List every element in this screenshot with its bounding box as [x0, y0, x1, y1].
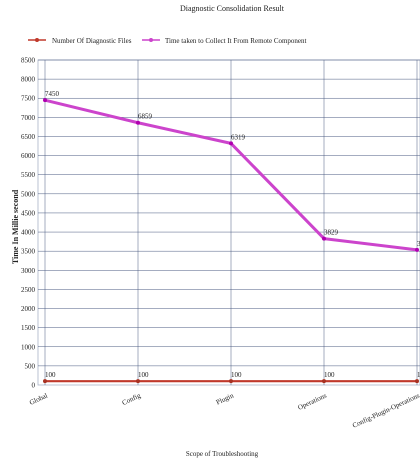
x-tick-label: Config-Plugin-Operations [351, 391, 420, 429]
y-tick-label: 8000 [21, 76, 36, 84]
data-point [43, 98, 47, 103]
y-tick-label: 5500 [21, 171, 36, 179]
y-tick-label: 500 [25, 362, 36, 370]
legend-marker-files [35, 38, 39, 42]
data-point [322, 379, 326, 384]
y-tick-label: 3500 [21, 248, 36, 256]
y-tick-label: 2000 [21, 305, 36, 313]
data-point [43, 379, 47, 384]
legend-label-files: Number Of Diagnostic Files [52, 37, 132, 45]
data-label: 100 [231, 371, 242, 379]
y-tick-label: 1500 [21, 324, 36, 332]
y-tick-label: 4000 [21, 229, 36, 237]
x-axis-label: Scope of Troubleshooting [186, 450, 259, 458]
data-point [322, 236, 326, 241]
grid [38, 59, 420, 385]
y-tick-label: 6000 [21, 152, 36, 160]
y-tick-label: 7500 [21, 95, 36, 103]
data-label: 7450 [45, 90, 60, 98]
data-label: 6859 [138, 113, 153, 121]
data-label: 100 [324, 371, 335, 379]
y-axis-label: Time In Millie second [11, 189, 20, 264]
y-tick-label: 3000 [21, 267, 36, 275]
data-label: 100 [138, 371, 149, 379]
data-label: 6319 [231, 133, 246, 141]
data-label: 3533 [417, 240, 420, 248]
y-tick-label: 0 [32, 382, 36, 390]
data-point [229, 379, 233, 384]
legend-marker-time [149, 38, 153, 42]
y-axis-ticks: 0 500 1000 1500 2000 2500 3000 3500 4000 4500 5000… [21, 57, 36, 390]
data-point [229, 141, 233, 146]
x-tick-label: Operations [297, 391, 328, 411]
legend-label-time: Time taken to Collect It From Remote Com… [165, 37, 307, 45]
plot-frame [37, 59, 420, 386]
y-tick-label: 1000 [21, 343, 36, 351]
data-point [136, 120, 140, 125]
y-tick-label: 2500 [21, 286, 36, 294]
x-tick-label: Config [121, 391, 142, 407]
data-label: 100 [45, 371, 56, 379]
data-point [136, 379, 140, 384]
x-axis-ticks: Global Config Plugin Operations Config-Plugi… [28, 391, 420, 429]
legend: Number Of Diagnostic Files Time taken to… [28, 37, 307, 45]
series-layer: 100 100 100 100 100 7450 6859 6319 3829 3533 [43, 90, 420, 384]
y-tick-label: 8500 [21, 57, 36, 65]
x-tick-label: Plugin [215, 391, 235, 406]
y-tick-label: 4500 [21, 209, 36, 217]
data-point [415, 247, 419, 252]
data-label: 3829 [324, 229, 339, 237]
y-tick-label: 5000 [21, 190, 36, 198]
data-point [415, 379, 419, 384]
data-label: 100 [417, 371, 420, 379]
chart-title: Diagnostic Consolidation Result [180, 4, 285, 13]
y-tick-label: 6500 [21, 133, 36, 141]
y-tick-label: 7000 [21, 114, 36, 122]
x-tick-label: Global [28, 392, 49, 407]
